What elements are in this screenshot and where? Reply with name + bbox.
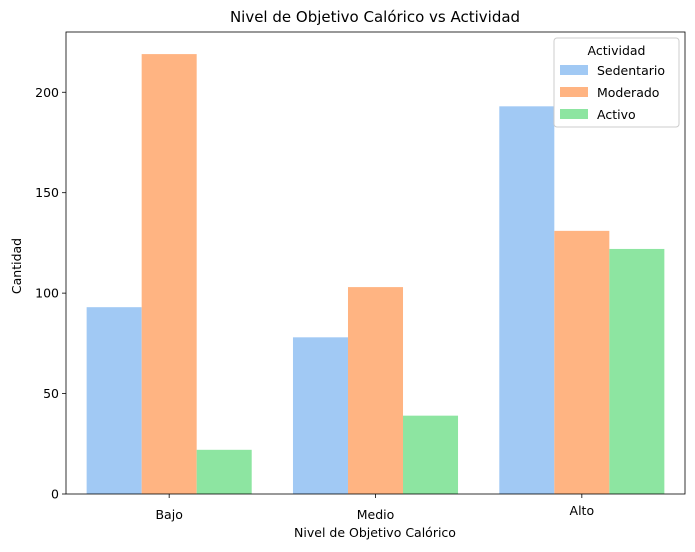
- legend-swatch-moderado: [560, 87, 588, 97]
- bar-sedentario-medio: [292, 337, 348, 494]
- legend-swatch-sedentario: [560, 65, 588, 75]
- bar-activo-bajo: [196, 449, 252, 494]
- chart-title: Nivel de Objetivo Calórico vs Actividad: [230, 8, 520, 26]
- legend-label-activo: Activo: [597, 107, 636, 122]
- y-axis: 0 50 100 150 200: [35, 85, 66, 502]
- y-tick-label: 50: [43, 386, 59, 401]
- x-tick-label: Bajo: [155, 507, 182, 522]
- bar-moderado-medio: [347, 287, 404, 494]
- y-tick-label: 200: [35, 85, 59, 100]
- y-axis-label: Cantidad: [9, 238, 24, 294]
- bar-activo-medio: [403, 415, 459, 494]
- x-tick-label: Medio: [357, 507, 395, 522]
- x-axis: Bajo Medio Alto: [155, 494, 594, 522]
- legend-label-moderado: Moderado: [597, 85, 659, 100]
- y-tick-label: 150: [35, 185, 59, 200]
- bar-moderado-bajo: [141, 54, 197, 494]
- legend-swatch-activo: [560, 109, 588, 119]
- legend-label-sedentario: Sedentario: [597, 63, 665, 78]
- bar-sedentario-alto: [499, 106, 555, 494]
- legend-title: Actividad: [588, 43, 646, 58]
- plot-area: [65, 31, 686, 495]
- bar-sedentario-bajo: [86, 307, 142, 494]
- bar-moderado-alto: [554, 230, 610, 495]
- y-tick-label: 0: [51, 487, 59, 502]
- bar-activo-alto: [609, 248, 665, 494]
- legend-frame: [553, 37, 680, 128]
- x-axis-label: Nivel de Objetivo Calórico: [294, 525, 456, 540]
- y-tick-label: 100: [35, 286, 59, 301]
- legend: Actividad Sedentario Moderado Activo: [553, 37, 680, 128]
- x-tick-label: Alto: [570, 503, 595, 518]
